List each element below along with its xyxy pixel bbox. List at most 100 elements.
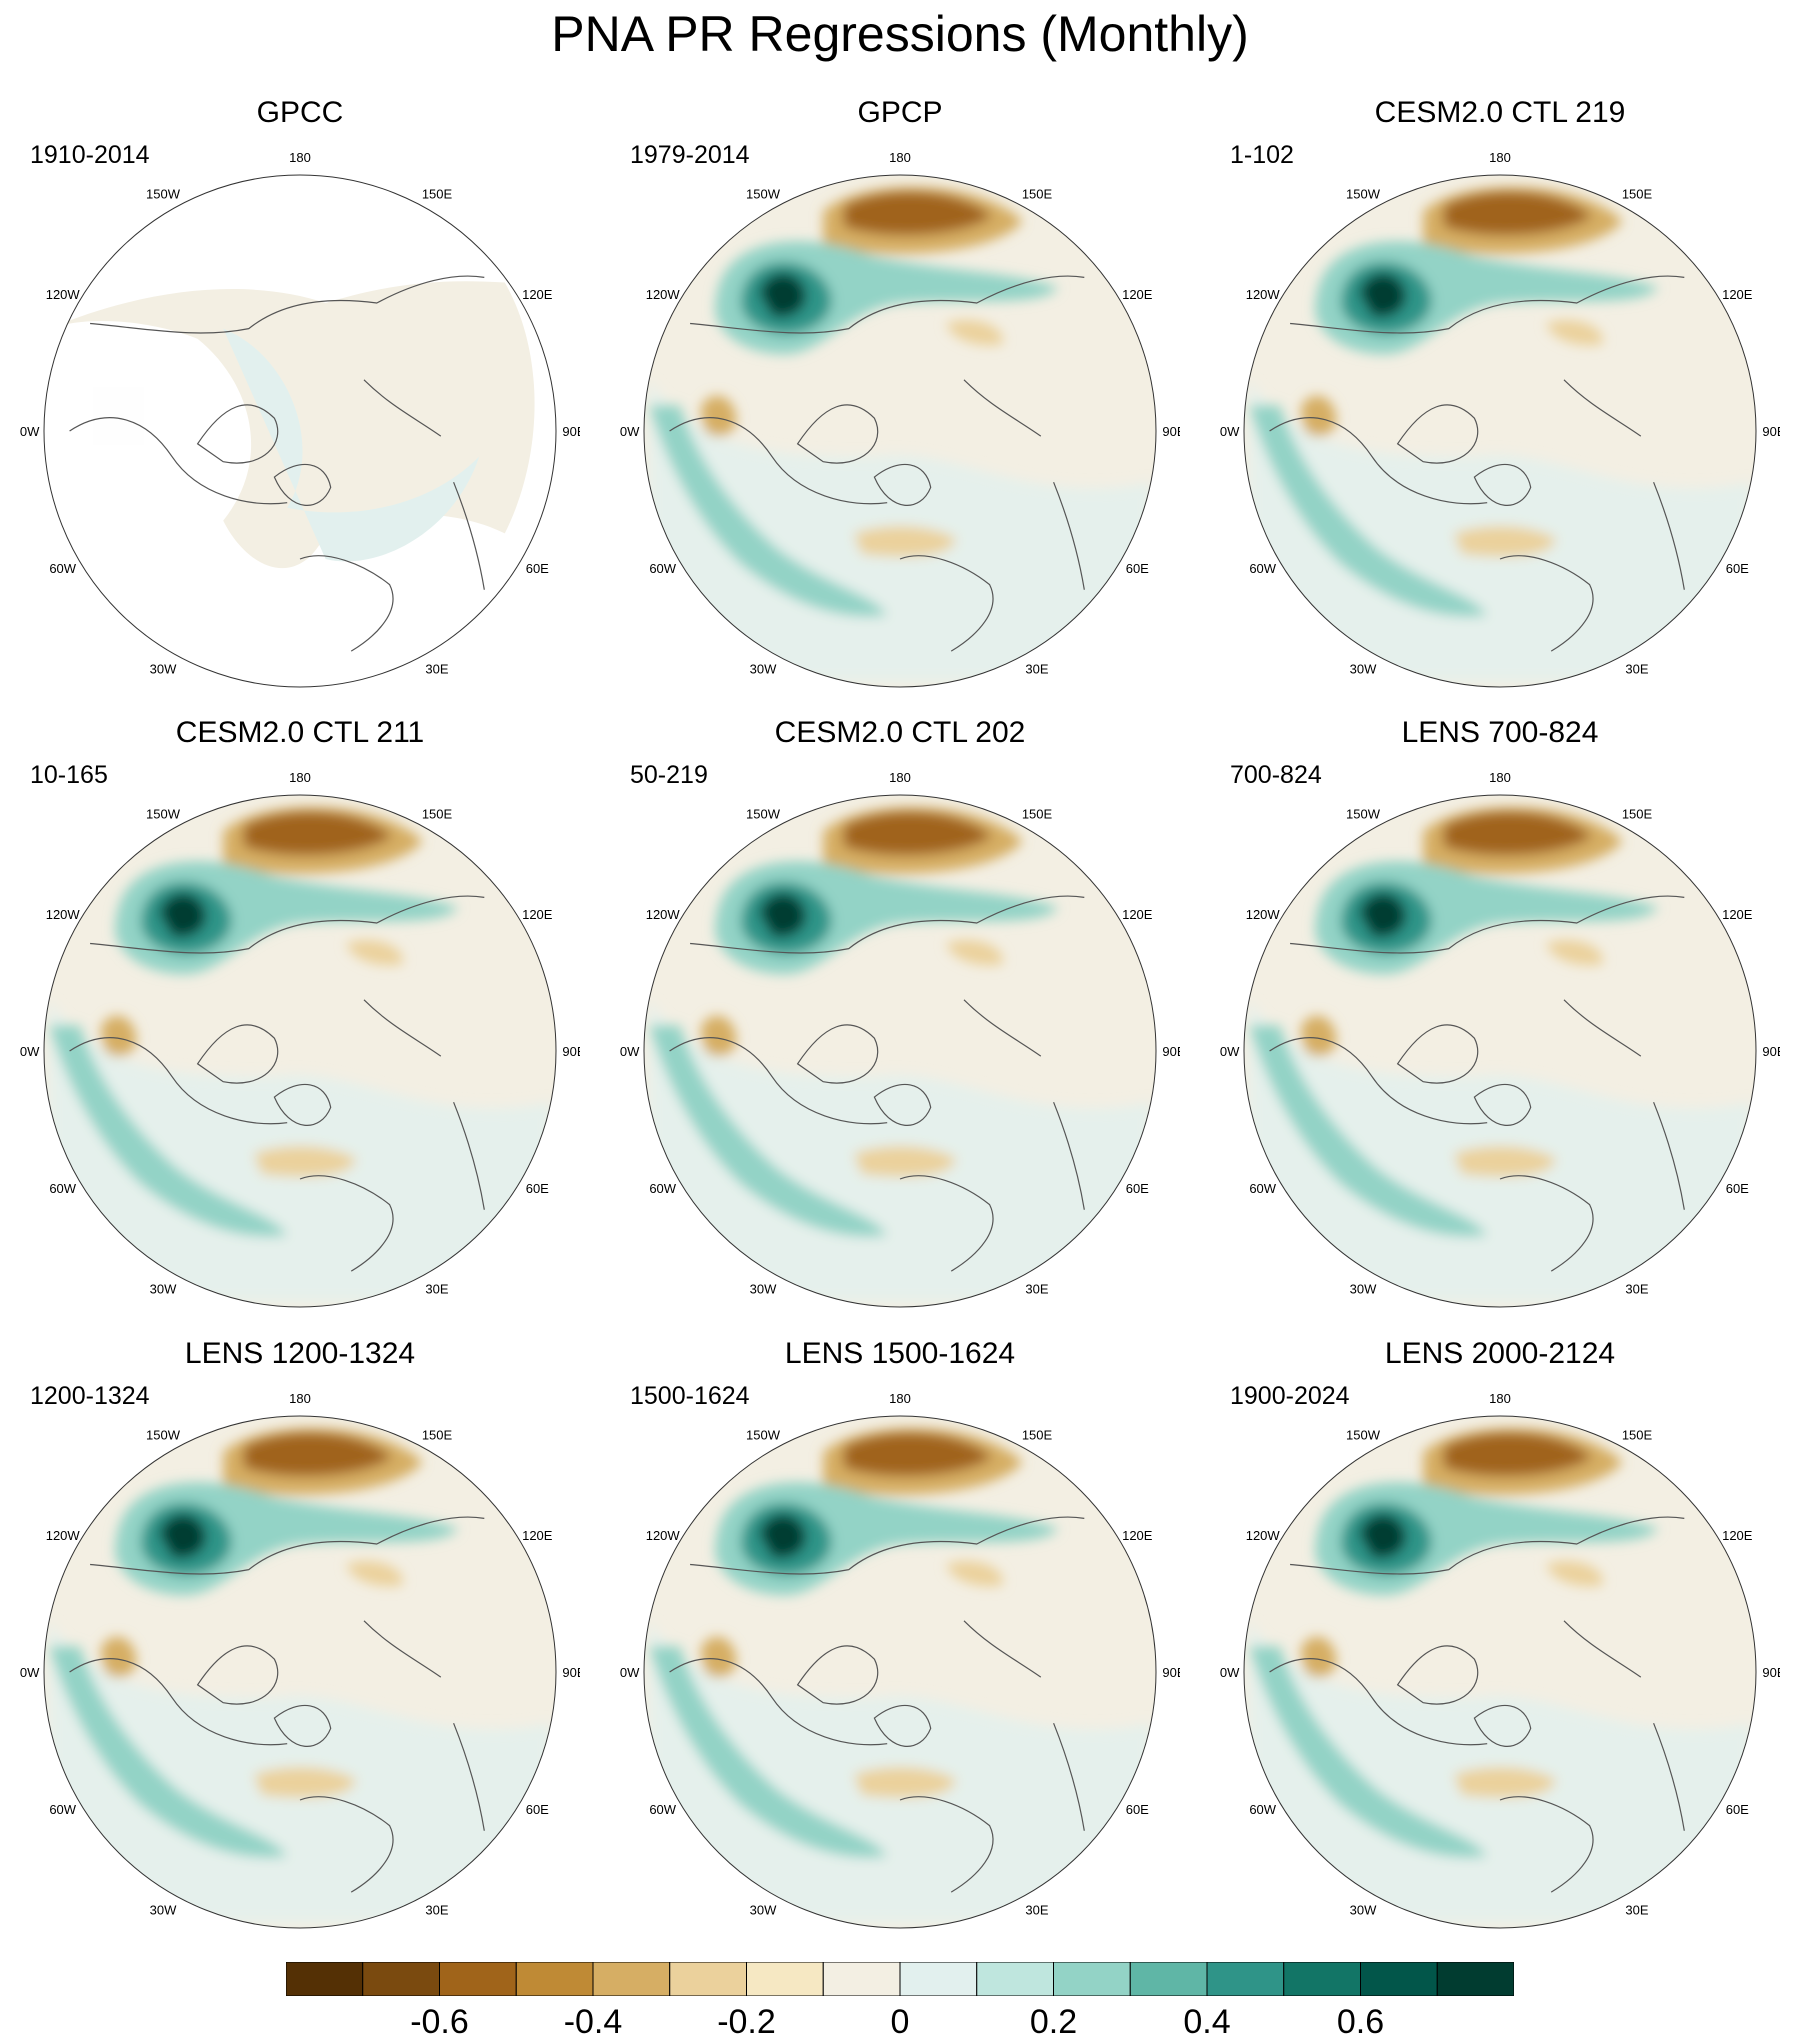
- map-panel: GPCC180150E120E90E60E30E030W60W90W120W15…: [20, 95, 580, 695]
- longitude-label: 60E: [526, 561, 549, 576]
- panel-period-label: 50-219: [630, 761, 708, 789]
- colorbar-box: [1283, 1962, 1361, 1996]
- panel-title: LENS 700-824: [1401, 716, 1599, 749]
- panel-title: CESM2.0 CTL 219: [1374, 96, 1626, 129]
- longitude-label: 60E: [1726, 561, 1749, 576]
- figure-title: PNA PR Regressions (Monthly): [551, 6, 1249, 62]
- panel-title: LENS 1500-1624: [784, 1337, 1016, 1370]
- coastlines: [69, 275, 485, 652]
- longitude-label: 180: [889, 1391, 911, 1406]
- panel-period-label: 1979-2014: [630, 141, 750, 169]
- longitude-label: 60E: [526, 1181, 549, 1196]
- longitude-label: 150E: [1622, 1428, 1653, 1443]
- longitude-label: 120E: [522, 907, 553, 922]
- coastlines: [669, 275, 1085, 652]
- longitude-label: 180: [889, 150, 911, 165]
- longitude-label: 150E: [422, 187, 453, 202]
- longitude-label: 90W: [1220, 424, 1240, 439]
- longitude-label: 150W: [746, 187, 781, 202]
- positive-anomaly: [223, 328, 480, 562]
- longitude-label: 180: [289, 150, 311, 165]
- coastlines: [1269, 275, 1685, 652]
- longitude-label: 30E: [1625, 1902, 1648, 1917]
- polar-map: 180150E120E90E60E30E030W60W90W120W150W: [620, 150, 1180, 688]
- longitude-label: 30W: [1350, 1281, 1377, 1296]
- colorbar-tick-label: 0.4: [1183, 2003, 1231, 2041]
- longitude-label: 30W: [150, 661, 177, 676]
- longitude-label: 90W: [1220, 1044, 1240, 1059]
- longitude-label: 90W: [1220, 1665, 1240, 1680]
- colorbar-box: [592, 1962, 671, 1996]
- longitude-label: 30E: [425, 1281, 448, 1296]
- longitude-label: 30W: [750, 661, 777, 676]
- longitude-label: 120W: [1246, 1528, 1281, 1543]
- colorbar-box: [822, 1962, 901, 1996]
- longitude-label: 60W: [1249, 561, 1276, 576]
- longitude-label: 30W: [750, 1902, 777, 1917]
- polar-map: 180150E120E90E60E30E030W60W90W120W150W: [20, 150, 580, 688]
- colorbar-box: [439, 1962, 517, 1996]
- map-outline: [43, 794, 557, 1308]
- map-panel: LENS 700-824180150E120E90E60E30E030W60W9…: [1220, 715, 1780, 1315]
- longitude-label: 90E: [1162, 1044, 1180, 1059]
- longitude-label: 120W: [46, 907, 81, 922]
- longitude-label: 180: [1489, 150, 1511, 165]
- panel-period-label: 700-824: [1230, 761, 1322, 789]
- longitude-label: 30E: [1025, 661, 1048, 676]
- polar-map: 180150E120E90E60E30E030W60W90W120W150W: [620, 1391, 1180, 1929]
- longitude-label: 150E: [1022, 807, 1053, 822]
- longitude-label: 60W: [49, 1181, 76, 1196]
- longitude-label: 90E: [1762, 424, 1780, 439]
- longitude-label: 180: [1489, 1391, 1511, 1406]
- panel-period-label: 1910-2014: [30, 141, 150, 169]
- longitude-label: 150W: [1346, 187, 1381, 202]
- longitude-label: 150E: [1022, 1428, 1053, 1443]
- map-outline: [43, 1415, 557, 1929]
- colorbar-box: [362, 1962, 440, 1996]
- colorbar-box: [286, 1962, 364, 1996]
- longitude-label: 120W: [646, 287, 681, 302]
- map-outline: [643, 1415, 1157, 1929]
- colorbar-tick-label: 0.6: [1336, 2003, 1385, 2041]
- colorbar-box: [899, 1962, 978, 1996]
- colorbar-tick-label: 0: [890, 2003, 910, 2041]
- longitude-label: 90E: [1162, 424, 1180, 439]
- longitude-label: 150E: [422, 1428, 453, 1443]
- longitude-label: 150W: [146, 1428, 181, 1443]
- colorbar-box: [746, 1962, 824, 1996]
- colorbar-box: [515, 1962, 594, 1996]
- negative-anomaly: [100, 395, 137, 437]
- longitude-label: 90W: [620, 1044, 640, 1059]
- map-outline: [1243, 174, 1757, 688]
- longitude-label: 120W: [1246, 287, 1281, 302]
- longitude-label: 90E: [1762, 1665, 1780, 1680]
- longitude-label: 120W: [646, 1528, 681, 1543]
- longitude-label: 60E: [1126, 561, 1149, 576]
- longitude-label: 180: [889, 770, 911, 785]
- longitude-label: 30E: [1625, 1281, 1648, 1296]
- map-outline: [643, 174, 1157, 688]
- longitude-label: 30E: [1025, 1902, 1048, 1917]
- longitude-label: 150E: [422, 807, 453, 822]
- longitude-label: 30W: [750, 1281, 777, 1296]
- panel-title: LENS 1200-1324: [184, 1337, 416, 1370]
- longitude-label: 60E: [1126, 1181, 1149, 1196]
- longitude-label: 120W: [46, 1528, 81, 1543]
- map-panel: LENS 1500-1624180150E120E90E60E30E030W60…: [620, 1336, 1180, 1936]
- longitude-label: 60W: [49, 561, 76, 576]
- polar-map: 180150E120E90E60E30E030W60W90W120W150W: [20, 770, 580, 1308]
- longitude-label: 150W: [1346, 1428, 1381, 1443]
- colorbar-tick-label: -0.2: [717, 2003, 776, 2041]
- coastlines: [1269, 895, 1685, 1272]
- panel-period-label: 1-102: [1230, 141, 1294, 169]
- longitude-label: 30E: [1025, 1281, 1048, 1296]
- longitude-label: 60E: [526, 1802, 549, 1817]
- longitude-label: 60W: [49, 1802, 76, 1817]
- coastlines: [69, 1516, 485, 1893]
- longitude-label: 120W: [646, 907, 681, 922]
- longitude-label: 90E: [562, 1665, 580, 1680]
- map-outline: [1243, 794, 1757, 1308]
- polar-map: 180150E120E90E60E30E030W60W90W120W150W: [20, 1391, 580, 1929]
- longitude-label: 90E: [562, 1044, 580, 1059]
- longitude-label: 150E: [1622, 807, 1653, 822]
